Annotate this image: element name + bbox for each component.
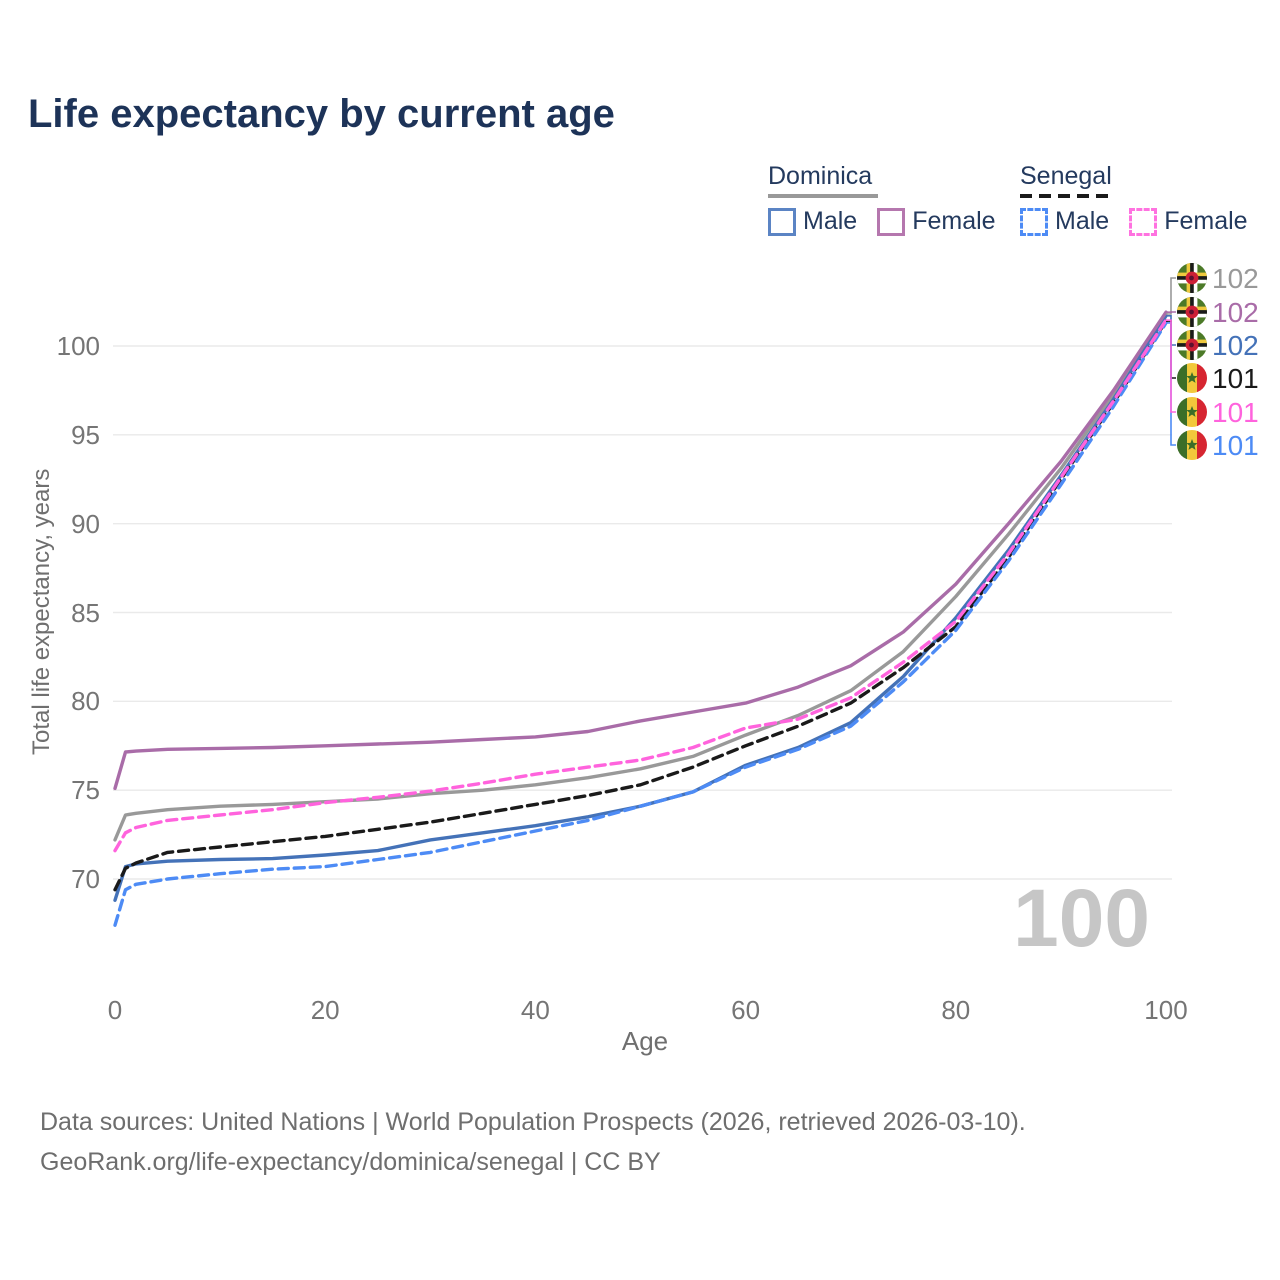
series-line-senegal-both-sexes — [113, 319, 1168, 892]
senegal-flag-icon — [1177, 397, 1207, 427]
y-tick-label: 70 — [71, 864, 100, 894]
series-line-senegal-male — [113, 321, 1168, 927]
footer-url: GeoRank.org/life-expectancy/dominica/sen… — [40, 1148, 661, 1176]
senegal-flag-icon — [1177, 430, 1207, 460]
x-tick-label: 0 — [107, 995, 123, 1025]
legend-item-label: Female — [912, 207, 996, 235]
x-tick-label: 100 — [1144, 995, 1188, 1025]
legend-item-senegal-female[interactable]: Female — [1129, 207, 1248, 236]
end-value-label-senegal-male: 101 — [1212, 430, 1259, 461]
footer-data-sources: Data sources: United Nations | World Pop… — [40, 1108, 1026, 1136]
legend-linestyle-solid — [768, 194, 878, 198]
series-line-dominica-female — [113, 310, 1168, 791]
series-line-senegal-female — [113, 318, 1168, 853]
end-value-label-dominica-male: 102 — [1212, 330, 1259, 361]
dominica-flag-icon — [1177, 297, 1207, 327]
legend-country-dominica[interactable]: Dominica — [768, 162, 873, 190]
legend-group-dominica: Dominica Male Female — [768, 162, 996, 236]
current-age-watermark: 100 — [1013, 873, 1150, 964]
y-tick-label: 95 — [71, 419, 100, 450]
end-value-label-dominica-female: 102 — [1212, 297, 1259, 328]
y-tick-label: 80 — [71, 686, 100, 717]
legend-item-dominica-male[interactable]: Male — [768, 207, 857, 236]
legend: Dominica Male Female Senegal Male Female — [0, 0, 1280, 250]
y-tick-label: 85 — [71, 597, 100, 628]
x-tick-label: 40 — [520, 995, 550, 1025]
x-tick-label: 60 — [731, 995, 761, 1025]
senegal-flag-icon — [1177, 363, 1207, 393]
legend-swatch-icon — [1129, 207, 1158, 236]
legend-linestyle-dashed — [1020, 194, 1112, 198]
legend-item-label: Male — [803, 207, 858, 235]
end-value-label-senegal-female: 101 — [1212, 397, 1259, 428]
legend-item-dominica-female[interactable]: Female — [877, 207, 996, 236]
x-tick-label: 20 — [310, 995, 340, 1025]
y-tick-label: 100 — [56, 331, 100, 361]
series-line-dominica-male — [113, 314, 1168, 902]
legend-group-senegal: Senegal Male Female — [1020, 162, 1248, 236]
page-title: Life expectancy by current age — [28, 92, 615, 136]
y-tick-label: 90 — [71, 508, 100, 539]
legend-swatch-icon — [1020, 207, 1048, 236]
end-value-label-dominica-both-sexes: 102 — [1212, 263, 1259, 294]
y-tick-label: 75 — [71, 775, 100, 806]
legend-item-senegal-male[interactable]: Male — [1020, 207, 1109, 236]
series-line-dominica-both-sexes — [113, 312, 1168, 842]
legend-item-label: Female — [1164, 207, 1248, 235]
x-tick-label: 80 — [941, 995, 971, 1025]
legend-swatch-icon — [768, 207, 796, 236]
end-label-leader — [1166, 319, 1176, 413]
end-value-label-senegal-both-sexes: 101 — [1212, 363, 1259, 394]
dominica-flag-icon — [1177, 263, 1207, 293]
legend-swatch-icon — [877, 207, 906, 236]
dominica-flag-icon — [1177, 330, 1207, 360]
x-axis-label: Age — [621, 1026, 669, 1056]
legend-item-label: Male — [1055, 207, 1110, 235]
legend-country-senegal[interactable]: Senegal — [1020, 162, 1112, 190]
end-label-leader — [1166, 277, 1176, 315]
